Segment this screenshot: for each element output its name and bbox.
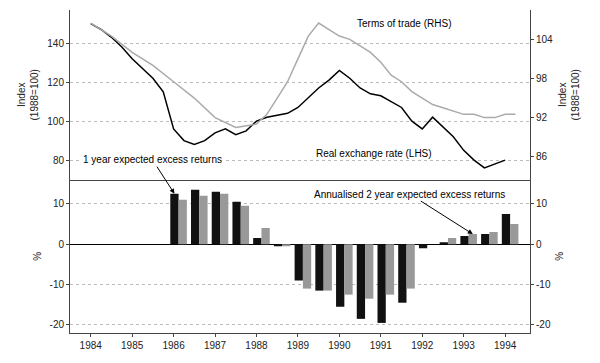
svg-text:1994: 1994 [494, 340, 517, 351]
svg-text:120: 120 [47, 77, 64, 88]
svg-text:1988: 1988 [245, 340, 268, 351]
svg-text:0: 0 [536, 239, 542, 250]
svg-text:-10: -10 [536, 279, 551, 290]
svg-text:1991: 1991 [370, 340, 393, 351]
svg-text:80: 80 [53, 155, 65, 166]
svg-text:104: 104 [536, 34, 553, 45]
svg-text:10: 10 [53, 198, 65, 209]
svg-text:1985: 1985 [121, 340, 144, 351]
svg-text:1987: 1987 [204, 340, 227, 351]
svg-text:Index(1988=100): Index(1988=100) [16, 69, 40, 120]
svg-text:1 year expected excess returns: 1 year expected excess returns [83, 154, 222, 165]
svg-text:-10: -10 [50, 279, 65, 290]
svg-text:92: 92 [536, 112, 548, 123]
svg-text:%: % [32, 252, 43, 261]
svg-text:%: % [554, 252, 565, 261]
svg-text:1992: 1992 [411, 340, 434, 351]
svg-text:Annualised 2 year expected exc: Annualised 2 year expected excess return… [314, 189, 505, 200]
svg-text:100: 100 [47, 116, 64, 127]
svg-text:1989: 1989 [287, 340, 310, 351]
svg-text:86: 86 [536, 151, 548, 162]
svg-text:-20: -20 [50, 319, 65, 330]
svg-text:1993: 1993 [453, 340, 476, 351]
svg-text:140: 140 [47, 38, 64, 49]
svg-text:98: 98 [536, 73, 548, 84]
svg-text:1986: 1986 [162, 340, 185, 351]
svg-text:Terms of trade (RHS): Terms of trade (RHS) [357, 18, 451, 29]
svg-text:Real exchange rate (LHS): Real exchange rate (LHS) [316, 148, 432, 159]
svg-text:-20: -20 [536, 319, 551, 330]
svg-text:10: 10 [536, 198, 548, 209]
svg-text:1984: 1984 [80, 340, 103, 351]
svg-text:Index(1988=100): Index(1988=100) [557, 69, 581, 120]
svg-text:1990: 1990 [328, 340, 351, 351]
svg-text:0: 0 [58, 239, 64, 250]
